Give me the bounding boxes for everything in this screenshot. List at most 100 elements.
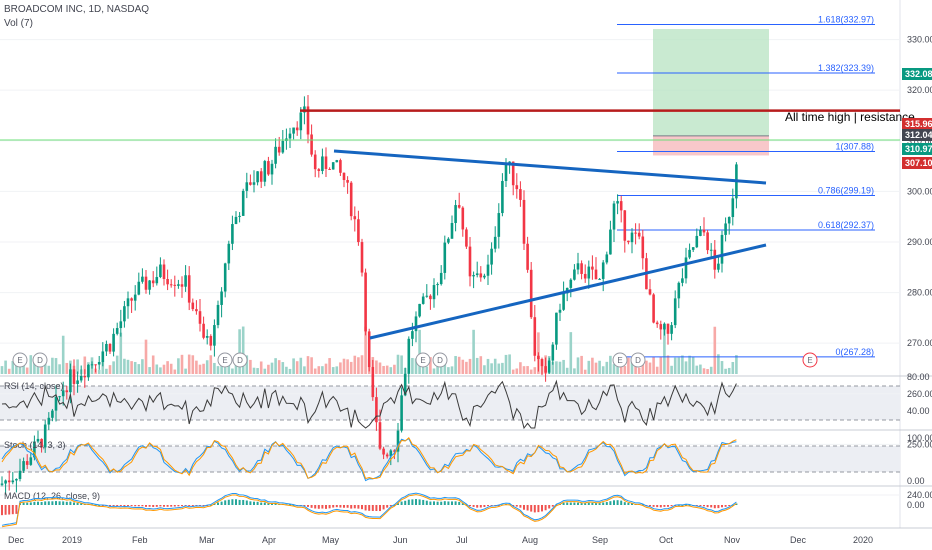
candle-body xyxy=(594,269,598,280)
volume-bar xyxy=(18,363,22,374)
volume-bar xyxy=(166,361,169,374)
candle-body xyxy=(144,276,148,290)
macd-histogram-bar xyxy=(332,505,335,508)
macd-histogram-bar xyxy=(253,501,255,505)
candle-body xyxy=(213,325,216,346)
candle-body xyxy=(72,369,76,384)
candle-body xyxy=(666,323,670,334)
volume-bar xyxy=(389,367,393,374)
volume-bar xyxy=(7,368,11,374)
volume-bar xyxy=(465,361,468,374)
macd-histogram-bar xyxy=(544,505,547,511)
candle-body xyxy=(375,397,378,423)
volume-bar xyxy=(652,356,655,374)
candle-body xyxy=(292,127,295,134)
time-axis[interactable]: Dec 2019 Feb Mar Apr May Jun Jul Aug Sep Oct Nov Dec… xyxy=(8,535,873,545)
candle-body xyxy=(533,317,537,356)
drawings[interactable]: All time high | resistance xyxy=(0,109,915,340)
candle-body xyxy=(580,263,583,274)
volume-bar xyxy=(709,366,713,374)
macd-series xyxy=(1,492,737,526)
candle-body xyxy=(396,430,400,452)
volume-bar xyxy=(29,355,33,374)
event-marker-earnings xyxy=(415,352,431,368)
macd-histogram-bar xyxy=(613,500,615,505)
macd-histogram-bar xyxy=(238,499,241,505)
volume-bar xyxy=(285,366,288,374)
volume-bar xyxy=(717,354,720,374)
volume-bar xyxy=(76,359,79,374)
fib-level-label: 1.382(323.39) xyxy=(818,63,874,73)
candle-body xyxy=(360,242,364,273)
candle-body xyxy=(36,438,40,442)
volume-bar xyxy=(353,355,357,374)
candle-body xyxy=(321,156,324,171)
candle-body xyxy=(583,273,587,279)
candle-body xyxy=(447,238,450,243)
macd-histogram-bar xyxy=(451,501,453,505)
macd-histogram-bar xyxy=(26,502,29,505)
macd-histogram-bar xyxy=(605,502,608,505)
price-badge-label: 312.04 xyxy=(905,130,932,140)
volume-bar xyxy=(515,368,519,374)
macd-histogram-bar xyxy=(267,503,270,505)
volume-bar xyxy=(306,356,310,374)
macd-histogram-bar xyxy=(199,505,201,506)
rsi-tick-80: 80.00 xyxy=(907,372,930,382)
event-marker-label: E xyxy=(420,356,425,365)
volume-bar xyxy=(202,363,205,374)
volume-bar xyxy=(699,364,702,374)
candle-body xyxy=(198,311,202,324)
candle-body xyxy=(713,249,717,270)
rsi-band xyxy=(0,386,900,420)
macd-histogram-bar xyxy=(587,502,590,505)
fibonacci-extension[interactable]: 2(348.48)1.618(332.97)1.382(323.39)1(307… xyxy=(617,0,875,358)
macd-histogram-bar xyxy=(533,505,536,513)
macd-histogram-bar xyxy=(94,504,97,506)
candle-body xyxy=(688,249,691,258)
macd-histogram-bar xyxy=(271,503,273,505)
volume-bar xyxy=(432,368,436,374)
macd-histogram-bar xyxy=(303,505,306,506)
macd-histogram-bar xyxy=(47,501,50,505)
candle-body xyxy=(389,450,393,457)
candle-body xyxy=(223,263,227,292)
volume-bar xyxy=(594,362,598,374)
volume-bar xyxy=(533,367,537,374)
price-tick-240: 240.00 xyxy=(907,490,932,500)
volume-bar xyxy=(209,355,213,374)
volume-bar xyxy=(587,360,591,374)
time-label-dec: Dec xyxy=(790,535,807,545)
candle-body xyxy=(306,106,310,135)
volume-bar xyxy=(335,366,339,374)
volume-bar xyxy=(25,367,29,374)
macd-histogram-bar xyxy=(670,505,673,507)
volume-bar xyxy=(151,355,155,374)
volume-bar xyxy=(439,365,443,374)
candle-body xyxy=(69,369,72,393)
price-axis[interactable]: 240.00 250.00 260.00 270.00 280.00 290.00 300.… xyxy=(902,0,932,500)
candle-body xyxy=(382,448,385,455)
volume-bar xyxy=(51,357,54,374)
candle-body xyxy=(569,279,573,288)
volume-bar xyxy=(385,365,389,374)
event-marker-label: E xyxy=(222,356,227,365)
candle-body xyxy=(609,229,612,255)
macd-histogram-bar xyxy=(735,503,738,505)
candle-body xyxy=(209,336,213,346)
volume-bar xyxy=(562,359,565,374)
candle-body xyxy=(231,224,234,244)
rsi-line xyxy=(1,379,737,430)
volume-bar xyxy=(119,332,123,374)
candle-body xyxy=(637,232,641,237)
candle-body xyxy=(472,275,475,277)
macd-histogram-bar xyxy=(703,505,705,507)
candle-body xyxy=(623,210,627,241)
candle-body xyxy=(169,284,173,286)
candle-body xyxy=(508,161,511,164)
event-marker-label: D xyxy=(37,356,43,365)
macd-histogram-bar xyxy=(260,502,263,505)
long-position-tool[interactable] xyxy=(653,29,769,156)
